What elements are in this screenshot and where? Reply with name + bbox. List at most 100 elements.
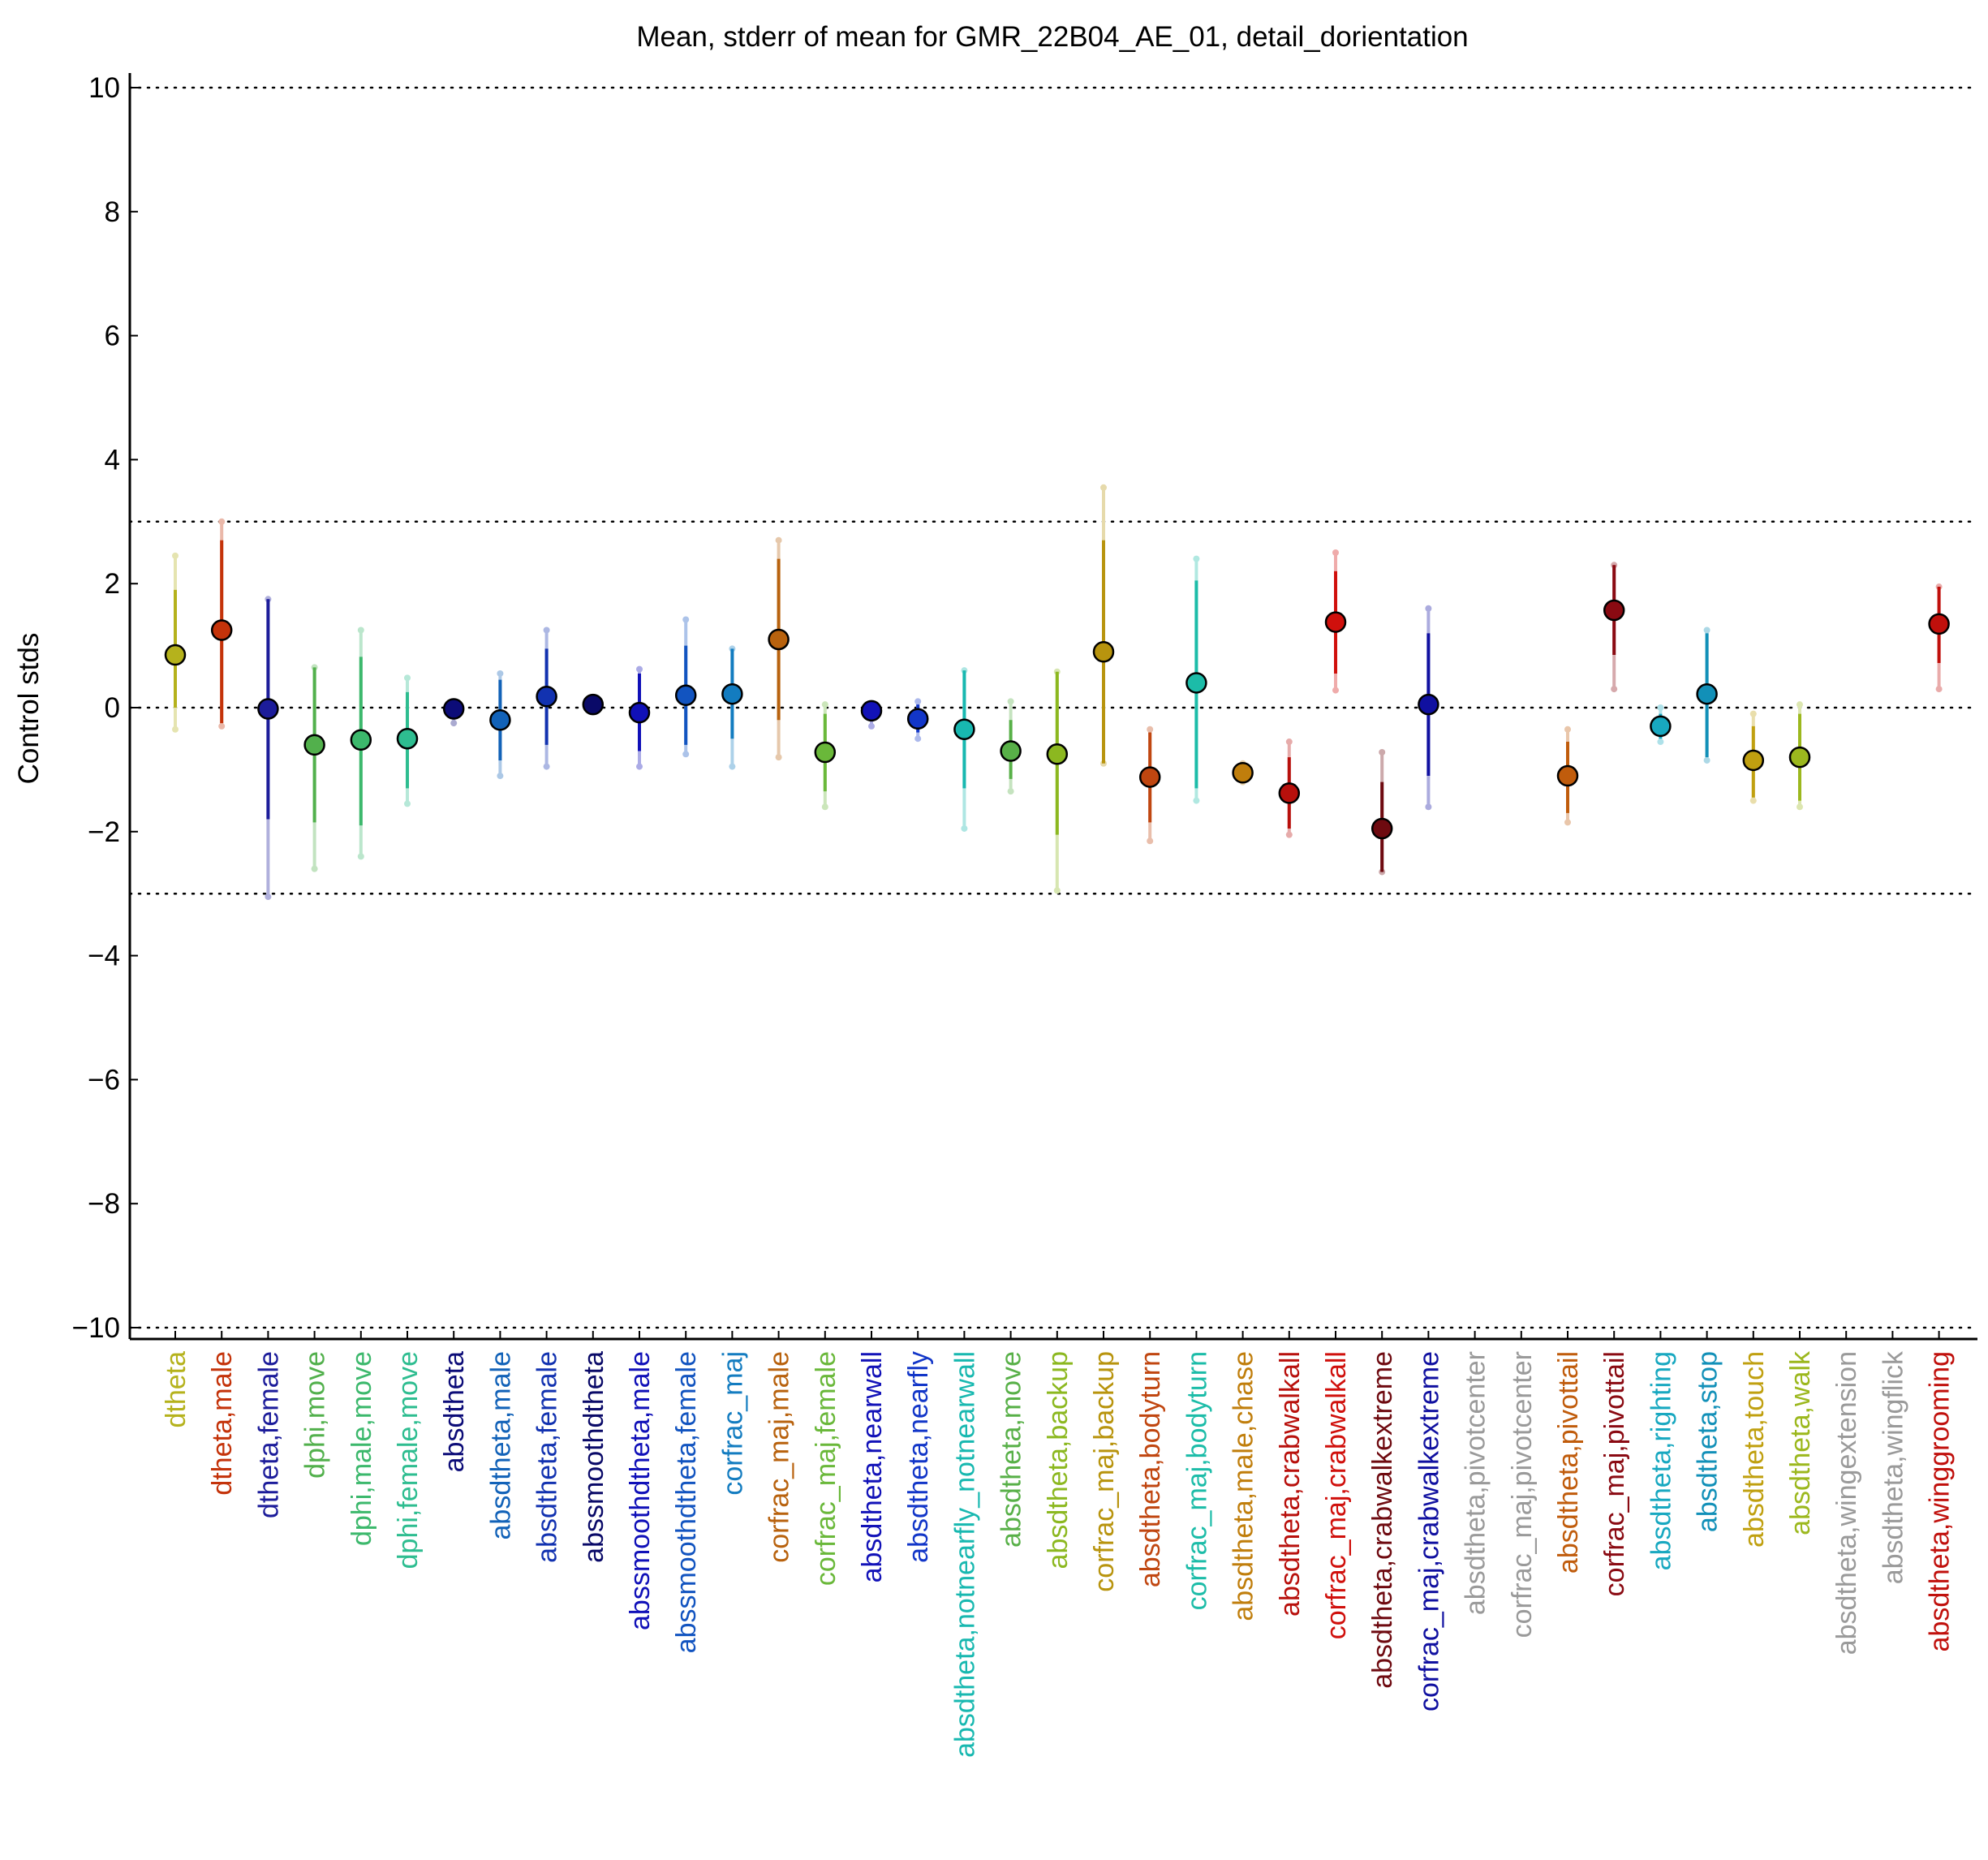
x-tick-label: abssmoothdtheta,male [625, 1351, 656, 1630]
range-end-top [1285, 738, 1293, 746]
range-end-top [1100, 484, 1107, 491]
range-end-top [636, 665, 643, 673]
x-tick-label: absdtheta,wingflick [1878, 1350, 1908, 1584]
range-end-top [404, 674, 411, 682]
x-tick-label: absdtheta,stop [1693, 1351, 1723, 1532]
x-tick-label: absdtheta,move [996, 1351, 1027, 1548]
y-tick-label: 6 [105, 321, 120, 352]
mean-marker [1742, 749, 1765, 772]
x-tick-label: dphi,move [300, 1351, 331, 1479]
mean-marker [350, 729, 372, 751]
range-end-top [357, 626, 364, 634]
mean-marker [1603, 599, 1625, 622]
range-end-bottom [218, 722, 226, 730]
x-tick-label: corfrac_maj,female [811, 1351, 841, 1586]
range-end-top [1193, 555, 1200, 562]
range-end-bottom [1053, 887, 1061, 894]
x-tick-label: dphi,male,move [346, 1351, 377, 1546]
mean-marker [721, 682, 743, 705]
range-end-top [1749, 710, 1757, 717]
mean-marker [1324, 611, 1347, 633]
range-end-top [1797, 701, 1803, 708]
x-tick-label: absdtheta,winggrooming [1925, 1351, 1956, 1651]
x-tick-label: absdtheta,wingextension [1831, 1351, 1862, 1655]
y-axis-label: Control stds [13, 633, 45, 785]
range-end-bottom [543, 763, 550, 770]
x-tick-label: dtheta,female [253, 1351, 284, 1518]
x-tick-label: absdtheta,crabwalkall [1275, 1351, 1306, 1617]
range-end-top [172, 552, 179, 559]
mean-marker [164, 644, 187, 666]
range-end-bottom [821, 803, 828, 811]
mean-marker [1000, 740, 1022, 762]
x-tick-label: absdtheta,nearfly [903, 1351, 934, 1563]
range-end-top [1657, 704, 1664, 711]
y-tick-label: −6 [88, 1064, 120, 1096]
y-axis-ticks: 10 8 6 4 2 0 −2 −4 −6 −8 −10 [72, 72, 138, 1344]
range-end-top [1564, 725, 1571, 733]
range-end-bottom [1332, 687, 1339, 694]
range-end-top [914, 698, 922, 705]
range-end-top [218, 518, 226, 525]
range-end-bottom [1564, 819, 1571, 826]
range-end-bottom [961, 825, 968, 832]
x-tick-label: absdtheta,backup [1043, 1351, 1074, 1569]
y-tick-label: −8 [88, 1188, 120, 1220]
mean-marker [582, 693, 605, 716]
mean-marker [1185, 672, 1207, 694]
mean-marker [1418, 693, 1439, 716]
range-end-bottom [404, 800, 411, 807]
y-tick-label: −2 [88, 816, 120, 848]
mean-marker [906, 708, 929, 730]
x-tick-label: corfrac_maj,pivottail [1599, 1351, 1630, 1596]
mean-marker [953, 718, 975, 740]
range-end-top [821, 701, 828, 708]
mean-marker [1696, 682, 1718, 705]
x-tick-label: dtheta,male [207, 1351, 238, 1496]
range-end-bottom [1147, 837, 1154, 845]
x-tick-label: abssmoothdtheta [579, 1351, 609, 1563]
range-end-top [682, 616, 690, 623]
x-axis-ticks: dtheta dtheta,male dtheta,female dphi,move d… [161, 1331, 1956, 1758]
mean-marker [489, 709, 511, 731]
x-tick-label: absdtheta,pivottail [1553, 1351, 1584, 1574]
range-end-bottom [1425, 803, 1432, 811]
y-tick-label: 8 [105, 196, 120, 228]
range-end-bottom [775, 754, 782, 761]
mean-marker [1650, 715, 1672, 738]
mean-marker [1092, 640, 1115, 663]
mean-marker [1788, 746, 1811, 769]
range-end-top [1703, 626, 1710, 634]
range-end-bottom [1703, 756, 1710, 764]
y-tick-label: −10 [72, 1312, 120, 1344]
mean-marker [674, 684, 697, 706]
mean-marker [1928, 613, 1950, 635]
x-tick-label: absdtheta,male,chase [1229, 1351, 1259, 1621]
x-tick-label: corfrac_maj,bodyturn [1181, 1351, 1212, 1610]
range-end-bottom [682, 751, 690, 758]
x-tick-label: absdtheta,crabwalkextreme [1367, 1351, 1398, 1689]
axes [128, 73, 1977, 1341]
range-end-bottom [1749, 797, 1757, 804]
range-end-bottom [1611, 686, 1618, 693]
range-end-bottom [729, 763, 736, 770]
range-end-bottom [1935, 686, 1943, 693]
x-tick-label: corfrac_maj,pivotcenter [1507, 1351, 1538, 1638]
x-tick-label: corfrac_maj,male [764, 1351, 795, 1563]
range-end-top [775, 536, 782, 544]
mean-marker [210, 619, 233, 641]
range-end-top [497, 670, 504, 677]
range-end-bottom [357, 853, 364, 860]
x-tick-label: absdtheta,bodyturn [1135, 1351, 1166, 1587]
x-tick-label: absdtheta,male [485, 1351, 516, 1540]
mean-marker [396, 727, 419, 750]
y-tick-label: 0 [105, 692, 120, 724]
x-tick-label: absdtheta,notnearfly_notnearwall [949, 1351, 980, 1758]
mean-marker [257, 698, 279, 720]
range-end-bottom [311, 865, 318, 872]
range-end-bottom [497, 773, 504, 780]
x-tick-label: corfrac_maj [717, 1351, 748, 1496]
range-end-bottom [172, 725, 179, 733]
x-tick-label: abssmoothdtheta,female [671, 1351, 702, 1653]
